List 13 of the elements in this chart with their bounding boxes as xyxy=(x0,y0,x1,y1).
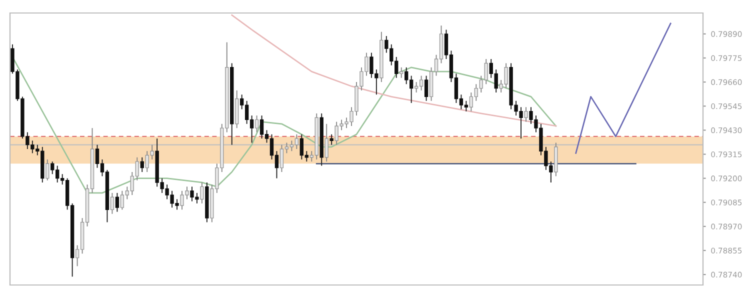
candlestick xyxy=(424,75,428,102)
candlestick xyxy=(115,192,120,212)
line-series xyxy=(231,14,557,127)
candlestick xyxy=(140,156,144,172)
candlestick xyxy=(400,66,404,78)
candlestick xyxy=(46,158,50,181)
candlestick xyxy=(200,182,204,204)
candlestick xyxy=(254,115,259,133)
candlestick xyxy=(110,192,114,214)
candlestick xyxy=(524,106,528,122)
candlestick xyxy=(330,134,334,146)
candlestick xyxy=(324,123,328,162)
line-series xyxy=(575,22,672,154)
